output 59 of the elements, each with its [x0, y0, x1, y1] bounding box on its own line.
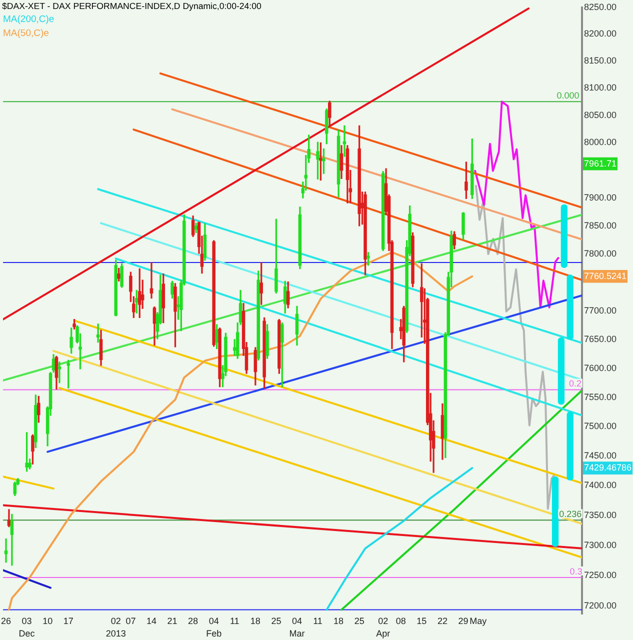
- x-tick-label: 17: [63, 616, 74, 626]
- text: MA(50,C)e: [3, 27, 50, 41]
- x-tick-label: 07: [126, 616, 136, 626]
- text: MA(200,C)e: [3, 13, 54, 27]
- bar: [552, 476, 559, 547]
- x-tick-label: 02 Apr: [376, 616, 390, 638]
- x-tick-label: 03 Dec: [18, 616, 36, 638]
- annotation: 0.2: [568, 378, 582, 389]
- x-tick-label: 08: [396, 616, 406, 626]
- x-tick-label: 10: [42, 616, 53, 626]
- y-tick-label: 8150.00: [584, 56, 617, 66]
- x-tick-label: 02 2013: [106, 616, 126, 638]
- x-tick-label: 22: [437, 616, 448, 626]
- y-tick-label: 7900.00: [584, 192, 617, 203]
- y-tick-label: 7650.00: [584, 334, 617, 344]
- y-tick-label: 7500.00: [584, 421, 617, 432]
- y-tick-label: 8200.00: [584, 28, 617, 39]
- y-tick-label: 7350.00: [584, 510, 617, 520]
- y-tick-label: 7300.00: [584, 540, 617, 550]
- x-tick-label: 21: [167, 616, 178, 626]
- x-tick-label: 25: [354, 616, 364, 626]
- annotation: 0.3: [570, 566, 582, 576]
- annotation: 0.236: [559, 509, 582, 520]
- x-tick-label: 26: [1, 616, 12, 626]
- y-tick-label: 7550.00: [584, 392, 617, 402]
- bar: [558, 337, 565, 405]
- x-tick-label: 14: [146, 616, 156, 626]
- y-tick-label: 7450.00: [584, 450, 617, 460]
- y-tick-label: 7200.00: [584, 600, 617, 611]
- y-tick-label: 8100.00: [584, 82, 617, 93]
- y-tick-label: 7800.00: [584, 248, 617, 259]
- bar: [560, 204, 568, 268]
- bar: [566, 274, 574, 340]
- y-tick-label: 7700.00: [584, 305, 617, 316]
- bar: [566, 412, 574, 481]
- y-tick-label: 8050.00: [584, 110, 617, 120]
- candlestick: [96, 324, 100, 343]
- x-tick-label: 28: [188, 616, 198, 626]
- y-tick-label: 7600.00: [584, 362, 617, 373]
- y-tick-label: 7850.00: [584, 220, 617, 230]
- x-tick-label: May: [470, 616, 488, 626]
- x-tick-label: 18: [250, 616, 260, 626]
- y-tick-label: 7961.71: [584, 158, 617, 168]
- x-tick-label: 04 Feb: [206, 616, 222, 638]
- chart-title: $DAX-XET - DAX PERFORMANCE-INDEX,D Dynamic,0:00-24:00: [2, 0, 262, 12]
- y-tick-label: 7250.00: [584, 570, 617, 580]
- x-tick-label: 29: [458, 616, 468, 626]
- y-tick-label: 8250.00: [584, 2, 617, 12]
- y-tick-label: 8000.00: [584, 137, 617, 148]
- annotation: 0.000: [556, 90, 580, 101]
- y-tick-label: 7429.46786: [584, 462, 632, 473]
- x-tick-label: 15: [416, 616, 427, 626]
- x-tick-label: 11: [313, 616, 322, 626]
- x-tick-label: 04 Mar: [289, 616, 305, 638]
- y-tick-label: 7760.5241: [584, 270, 627, 281]
- x-tick-label: 25: [271, 616, 282, 626]
- x-tick-label: 11: [230, 616, 240, 626]
- y-tick-label: 7400.00: [584, 480, 617, 490]
- x-tick-label: 18: [334, 616, 344, 626]
